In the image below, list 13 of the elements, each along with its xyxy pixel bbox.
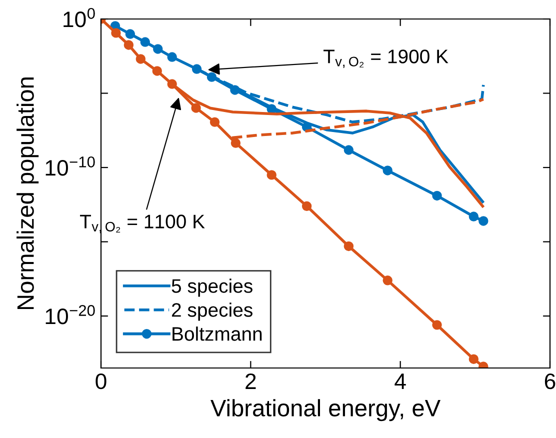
x-tick-label: 6 xyxy=(544,373,556,390)
x-tick-label: 4 xyxy=(394,374,406,389)
x-tick-label: 0 xyxy=(96,373,106,390)
annotation: T$_{v,O₂}$ = 1900 K xyxy=(324,50,448,68)
y-axis-title: Normalized population xyxy=(16,78,39,310)
y-tick-label: 10$^{−10}$ xyxy=(46,156,95,176)
legend-label: 5 species xyxy=(172,278,252,297)
y-tick-label: 10$^{−20}$ xyxy=(46,304,95,324)
x-tick-label: 2 xyxy=(246,373,256,389)
x-axis-title: Vibrational energy, eV xyxy=(210,399,440,422)
y-tick-label: 10$^{0}$ xyxy=(64,8,95,28)
legend-label: Boltzmann xyxy=(172,326,262,341)
legend-label: 2 species xyxy=(172,302,252,321)
